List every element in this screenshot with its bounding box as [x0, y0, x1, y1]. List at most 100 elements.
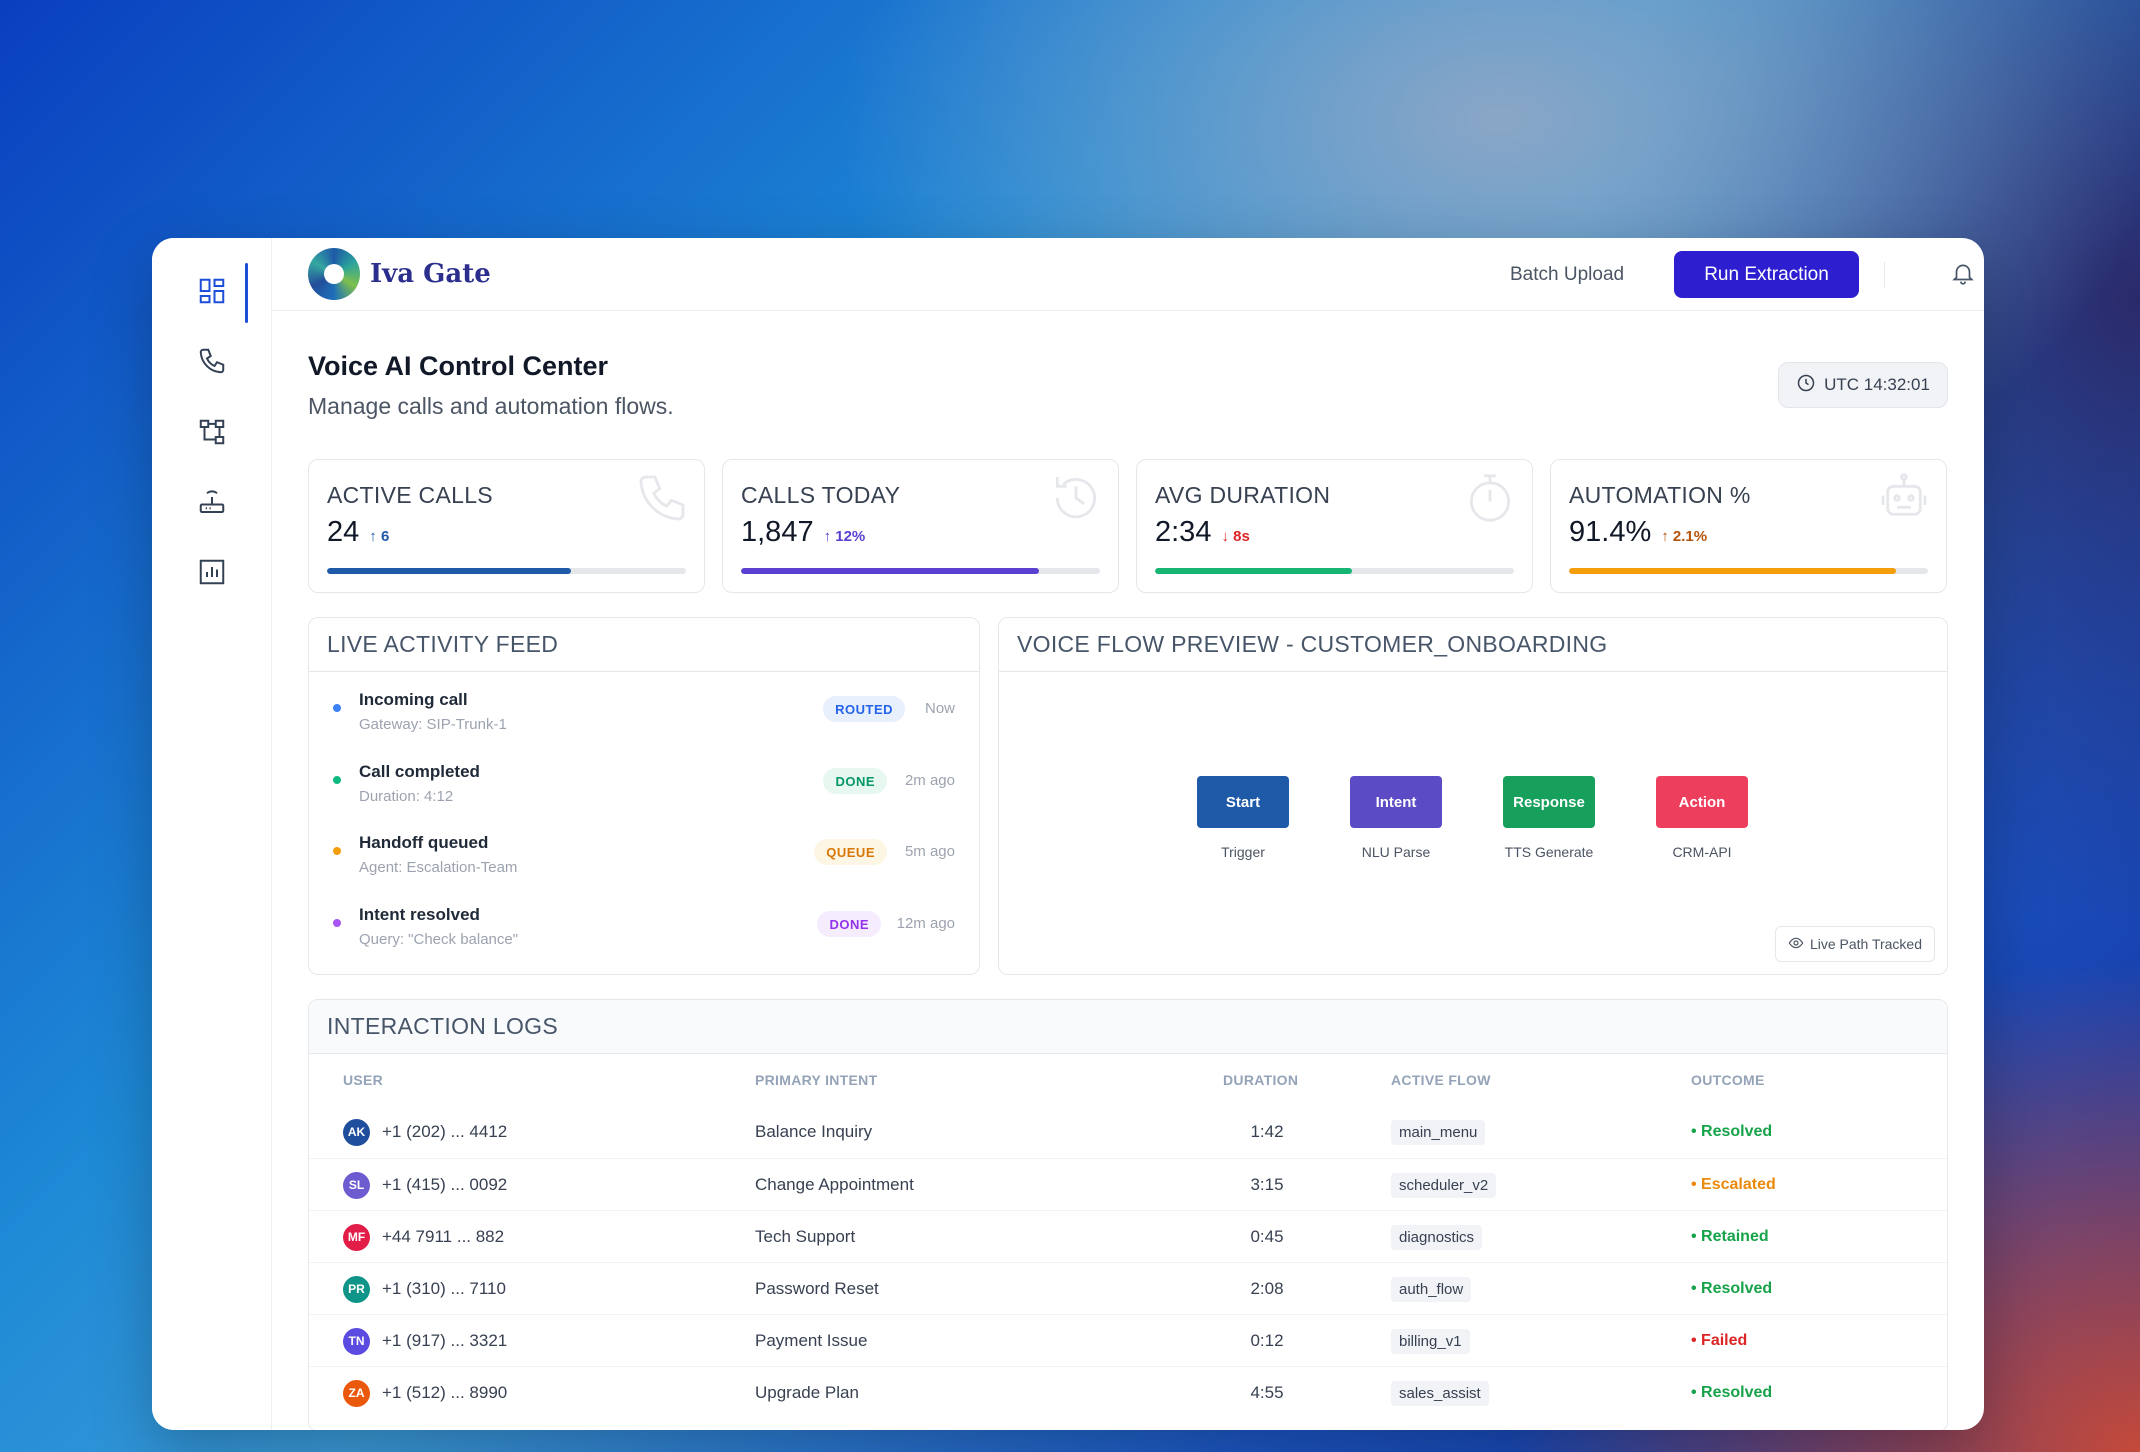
- flow-node-caption: NLU Parse: [1361, 844, 1431, 860]
- column-header-user[interactable]: USER: [343, 1072, 384, 1088]
- avatar: PR: [343, 1275, 370, 1303]
- row-intent: Change Appointment: [755, 1175, 914, 1194]
- row-outcome-label: Failed: [1701, 1332, 1748, 1349]
- live-activity-feed: LIVE ACTIVITY FEED Incoming call Gateway…: [308, 617, 980, 975]
- avatar: AK: [343, 1118, 370, 1146]
- top-bar: Iva Gate Batch Upload Run Extraction: [272, 238, 1984, 311]
- feed-item-subtitle: Gateway: SIP-Trunk-1: [359, 716, 507, 733]
- stat-card-active-calls: ACTIVE CALLS 24 ↑ 6: [308, 459, 705, 593]
- notifications-button[interactable]: [1946, 258, 1980, 292]
- bell-icon: [1950, 260, 1976, 291]
- router-icon: [197, 487, 227, 522]
- status-dot: [333, 704, 341, 712]
- status-badge: DONE: [823, 768, 887, 794]
- feed-item[interactable]: Intent resolved Query: "Check balance" D…: [309, 897, 979, 969]
- row-intent: Upgrade Plan: [755, 1383, 859, 1402]
- app-name: Iva Gate: [370, 259, 491, 289]
- feed-item-time: Now: [924, 700, 955, 717]
- feed-item-subtitle: Duration: 4:12: [359, 788, 454, 805]
- status-badge: DONE: [817, 911, 881, 937]
- phone-icon: [634, 470, 690, 526]
- status-dot: [333, 919, 341, 927]
- stat-card-calls-today: CALLS TODAY 1,847 ↑ 12%: [722, 459, 1119, 593]
- feed-item-subtitle: Query: "Check balance": [359, 931, 519, 948]
- row-duration: 2:08: [1250, 1279, 1284, 1298]
- flow-node-start[interactable]: Start: [1197, 776, 1289, 828]
- sidebar-item-calls[interactable]: [152, 333, 272, 393]
- toolbar-divider: [1884, 262, 1885, 288]
- row-duration: 0:12: [1250, 1331, 1284, 1350]
- feed-item-title: Incoming call: [359, 690, 468, 709]
- sidebar: [152, 238, 272, 1430]
- stat-card-avg-duration: AVG DURATION 2:34 ↓ 8s: [1136, 459, 1533, 593]
- stat-progress-fill: [1569, 568, 1896, 574]
- row-user: +1 (917) ... 3321: [382, 1331, 508, 1350]
- app-logo[interactable]: Iva Gate: [308, 248, 491, 300]
- row-outcome-label: Escalated: [1701, 1176, 1776, 1193]
- utc-clock-text: UTC 14:32:01: [1824, 375, 1930, 394]
- column-header-duration[interactable]: DURATION: [1223, 1072, 1299, 1088]
- row-outcome: • Failed: [1691, 1332, 1748, 1349]
- live-path-label: Live Path Tracked: [1809, 936, 1922, 952]
- row-outcome-label: Resolved: [1701, 1384, 1773, 1401]
- row-duration: 3:15: [1250, 1175, 1284, 1194]
- row-intent: Balance Inquiry: [755, 1122, 873, 1141]
- stat-value: 2:34: [1155, 516, 1212, 548]
- batch-upload-button[interactable]: Batch Upload: [1496, 254, 1638, 296]
- feed-item[interactable]: Call completed Duration: 4:12 DONE 2m ag…: [309, 754, 979, 826]
- eye-icon: [1788, 935, 1804, 954]
- row-flow: scheduler_v2: [1391, 1172, 1497, 1198]
- sidebar-item-flows[interactable]: [152, 404, 272, 464]
- column-header-intent[interactable]: PRIMARY INTENT: [755, 1072, 878, 1088]
- table-row[interactable]: ZA +1 (512) ... 8990 Upgrade Plan 4:55 sa…: [309, 1366, 1947, 1418]
- run-extraction-button[interactable]: Run Extraction: [1674, 251, 1859, 298]
- row-duration: 1:42: [1250, 1122, 1284, 1141]
- table-row[interactable]: MF +44 7911 ... 882 Tech Support 0:45 dia…: [309, 1210, 1947, 1262]
- app-window: Iva Gate Batch Upload Run Extraction Voi…: [152, 238, 1984, 1430]
- stat-label: AVG DURATION: [1155, 482, 1331, 508]
- row-outcome: • Escalated: [1691, 1176, 1776, 1193]
- live-path-tracked-toggle[interactable]: Live Path Tracked: [1774, 926, 1935, 962]
- sidebar-item-analytics[interactable]: [152, 544, 272, 604]
- flow-node-action[interactable]: Action: [1656, 776, 1748, 828]
- flow-node-intent[interactable]: Intent: [1350, 776, 1442, 828]
- table-row[interactable]: PR +1 (310) ... 7110 Password Reset 2:08 …: [309, 1262, 1947, 1314]
- flow-node-response[interactable]: Response: [1503, 776, 1595, 828]
- feed-item-subtitle: Agent: Escalation-Team: [359, 859, 518, 876]
- stat-value: 24: [327, 516, 360, 548]
- row-user: +44 7911 ... 882: [382, 1227, 505, 1246]
- sidebar-item-dashboard[interactable]: [152, 263, 272, 323]
- status-badge: QUEUE: [814, 839, 887, 865]
- table-row[interactable]: AK +1 (202) ... 4412 Balance Inquiry 1:42…: [309, 1106, 1947, 1158]
- row-flow: billing_v1: [1391, 1328, 1470, 1354]
- stat-label: CALLS TODAY: [741, 482, 901, 508]
- stat-delta: ↓ 8s: [1221, 528, 1250, 545]
- feed-item-time: 5m ago: [904, 843, 955, 860]
- logs-table-body: AK +1 (202) ... 4412 Balance Inquiry 1:42…: [309, 1106, 1947, 1430]
- feed-item[interactable]: Handoff queued Agent: Escalation-Team QU…: [309, 825, 979, 897]
- status-badge: ROUTED: [823, 696, 905, 722]
- clock-icon: [1796, 373, 1816, 398]
- avatar: ZA: [343, 1379, 370, 1407]
- row-duration: 4:55: [1250, 1383, 1284, 1402]
- row-user: +1 (512) ... 8990: [382, 1383, 508, 1402]
- table-row[interactable]: TN +1 (917) ... 3321 Payment Issue 0:12 b…: [309, 1314, 1947, 1366]
- row-user: +1 (202) ... 4412: [382, 1122, 508, 1141]
- logo-icon: [308, 248, 360, 300]
- dashboard-icon: [197, 276, 227, 311]
- stat-value: 91.4%: [1569, 516, 1652, 548]
- status-dot: [333, 776, 341, 784]
- row-outcome-label: Resolved: [1701, 1123, 1773, 1140]
- table-row[interactable]: SL +1 (415) ... 0092 Change Appointment 3…: [309, 1158, 1947, 1210]
- feed-item-title: Handoff queued: [359, 833, 489, 852]
- logs-title: INTERACTION LOGS: [309, 1000, 1947, 1054]
- stat-value: 1,847: [741, 516, 814, 548]
- feed-item[interactable]: Incoming call Gateway: SIP-Trunk-1 ROUTE…: [309, 682, 979, 754]
- row-outcome: • Resolved: [1691, 1384, 1773, 1401]
- stat-progress-fill: [741, 568, 1039, 574]
- row-intent: Tech Support: [755, 1227, 856, 1246]
- column-header-outcome[interactable]: OUTCOME: [1691, 1072, 1765, 1088]
- column-header-flow[interactable]: ACTIVE FLOW: [1391, 1072, 1491, 1088]
- row-flow: diagnostics: [1391, 1224, 1483, 1250]
- sidebar-item-gateways[interactable]: [152, 474, 272, 534]
